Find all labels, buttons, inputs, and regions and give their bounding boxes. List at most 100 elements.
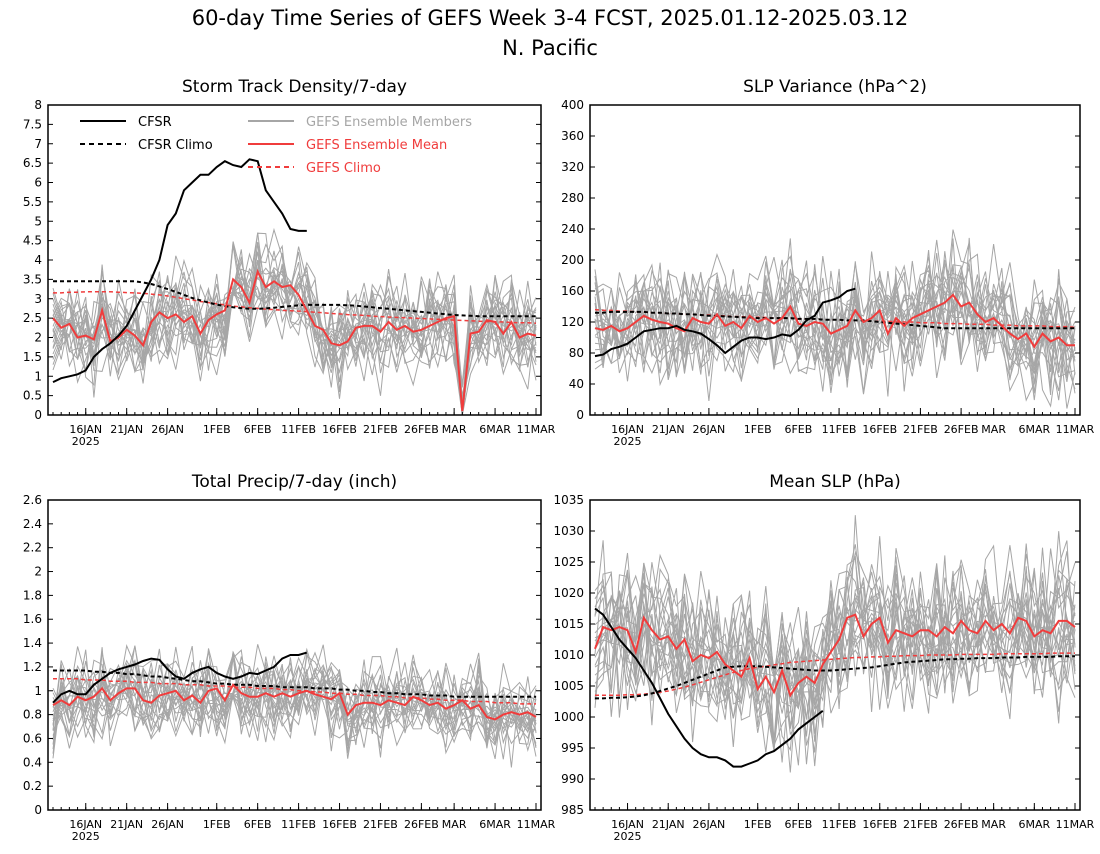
- x-tick-label: 21JAN: [652, 423, 685, 436]
- cfsr-line: [594, 607, 824, 768]
- x-tick-label: 21FEB: [903, 818, 938, 831]
- y-tick-label: 1020: [553, 586, 584, 600]
- ensemble-member-line: [52, 652, 537, 768]
- panel-title: Mean SLP (hPa): [769, 472, 901, 492]
- y-tick-label: 1015: [553, 617, 584, 631]
- ensemble-member-line: [52, 647, 537, 759]
- y-tick-label: 4.5: [23, 234, 42, 248]
- x-tick-label: 26JAN: [692, 423, 725, 436]
- legend-label: CFSR Climo: [138, 138, 213, 153]
- cfsr-line: [52, 158, 307, 384]
- x-year-label: 2025: [614, 435, 642, 448]
- x-tick-label: 16FEB: [322, 423, 357, 436]
- y-tick-label: 6: [34, 176, 42, 190]
- y-tick-label: 990: [561, 772, 584, 786]
- cfsr-line: [52, 651, 308, 704]
- legend: CFSR CFSR Climo GEFS Ensemble Members GEFS …: [80, 115, 472, 176]
- y-tick-label: 1.5: [23, 350, 42, 364]
- y-tick-label: 1.8: [23, 588, 42, 602]
- y-tick-label: 0.4: [23, 755, 42, 769]
- gefs-climo-line: [53, 291, 537, 324]
- x-tick-label: 11FEB: [281, 818, 316, 831]
- y-tick-label: 0.8: [23, 708, 42, 722]
- ensemble-members: [52, 227, 537, 415]
- x-tick-label: 11MAR: [1056, 818, 1095, 831]
- ensemble-member-line: [52, 647, 537, 752]
- x-tick-label: 11FEB: [822, 818, 857, 831]
- y-tick-label: 1.2: [23, 660, 42, 674]
- ensemble-mean-line: [52, 268, 537, 412]
- x-tick-label: 6MAR: [1018, 423, 1050, 436]
- ensemble-member-line: [594, 540, 1076, 752]
- x-tick-label: 26JAN: [692, 818, 725, 831]
- y-tick-label: 5.5: [23, 195, 42, 209]
- y-tick-label: 6.5: [23, 156, 42, 170]
- x-tick-label: 16FEB: [862, 423, 897, 436]
- y-tick-label: 360: [561, 129, 584, 143]
- y-tick-label: 0.6: [23, 731, 42, 745]
- legend-members: GEFS Ensemble Members: [248, 115, 472, 130]
- ensemble-member-line: [594, 229, 1076, 379]
- y-tick-label: 1025: [553, 555, 584, 569]
- x-tick-label: MAR: [442, 818, 467, 831]
- y-tick-label: 2: [34, 565, 42, 579]
- y-tick-label: 0.5: [23, 389, 42, 403]
- y-tick-label: 0: [576, 408, 584, 422]
- y-tick-label: 2.5: [23, 311, 42, 325]
- y-tick-label: 7.5: [23, 117, 42, 131]
- y-tick-label: 995: [561, 741, 584, 755]
- panel-2: SLP Variance (hPa^2) 0 40 80 120 160 200 240 280…: [561, 77, 1095, 448]
- ensemble-member-line: [52, 656, 537, 748]
- x-tick-label: 1FEB: [203, 423, 231, 436]
- y-tick-label: 0: [34, 408, 42, 422]
- figure-subtitle: N. Pacific: [502, 36, 598, 60]
- ensemble-member-line: [594, 559, 1076, 720]
- x-tick-label: 26JAN: [151, 818, 184, 831]
- x-tick-label: 11MAR: [1056, 423, 1095, 436]
- x-tick-label: 21FEB: [363, 818, 398, 831]
- y-tick-label: 80: [569, 346, 584, 360]
- y-tick-label: 2.2: [23, 541, 42, 555]
- y-tick-label: 1010: [553, 648, 584, 662]
- gefs-climo-line: [53, 678, 536, 705]
- ensemble-members: [52, 644, 537, 768]
- plot-area: [594, 515, 1076, 773]
- x-tick-label: 11MAR: [517, 423, 556, 436]
- panel-title: Storm Track Density/7-day: [182, 77, 407, 97]
- y-tick-label: 120: [561, 315, 584, 329]
- cfsr-climo-line: [53, 280, 536, 318]
- ensemble-members: [594, 515, 1076, 773]
- y-tick-label: 2.6: [23, 493, 42, 507]
- y-tick-label: 5: [34, 214, 42, 228]
- y-tick-label: 160: [561, 284, 584, 298]
- x-tick-label: MAR: [981, 818, 1006, 831]
- y-tick-label: 0.2: [23, 779, 42, 793]
- x-tick-label: 1FEB: [744, 423, 772, 436]
- plot-area: [52, 644, 537, 768]
- cfsr-climo-line: [595, 655, 1075, 700]
- x-tick-label: 21JAN: [652, 818, 685, 831]
- x-tick-label: 1FEB: [203, 818, 231, 831]
- y-tick-label: 7: [34, 137, 42, 151]
- legend-label: GEFS Climo: [306, 161, 381, 176]
- x-tick-label: 6FEB: [784, 423, 812, 436]
- y-tick-label: 1000: [553, 710, 584, 724]
- x-tick-label: 26FEB: [944, 423, 979, 436]
- x-tick-label: 26FEB: [944, 818, 979, 831]
- ensemble-mean-line: [52, 683, 537, 721]
- ensemble-member-line: [52, 655, 537, 745]
- x-tick-label: 16JAN: [611, 818, 644, 831]
- y-tick-label: 240: [561, 222, 584, 236]
- y-tick-label: 0: [34, 803, 42, 817]
- y-tick-label: 1.6: [23, 612, 42, 626]
- y-tick-label: 1.4: [23, 636, 42, 650]
- legend-label: GEFS Ensemble Mean: [306, 138, 447, 153]
- ensemble-member-line: [594, 239, 1076, 392]
- x-tick-label: 6MAR: [479, 423, 511, 436]
- x-tick-label: 26JAN: [151, 423, 184, 436]
- ensemble-member-line: [52, 654, 537, 759]
- ensemble-member-line: [594, 569, 1076, 747]
- ensemble-member-line: [594, 253, 1076, 388]
- x-year-label: 2025: [614, 830, 642, 843]
